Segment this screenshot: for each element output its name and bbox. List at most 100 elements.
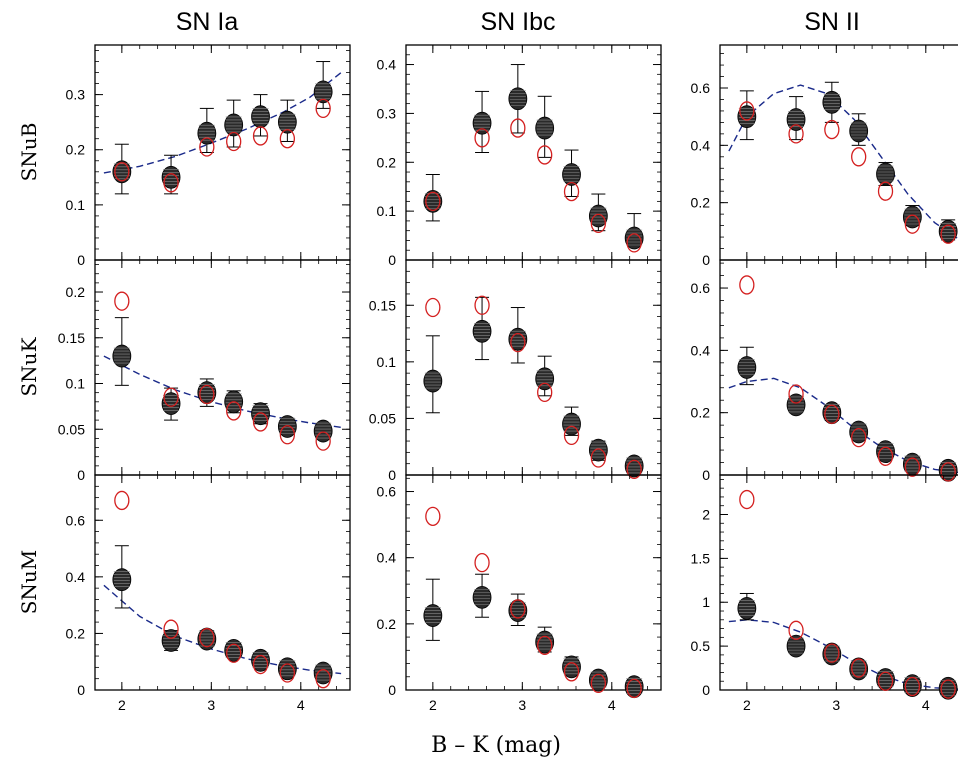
data-point: [535, 116, 555, 140]
y-tick-label: 0.1: [377, 354, 397, 370]
model-circle: [563, 662, 580, 682]
x-tick-label: 4: [608, 697, 616, 713]
model-circle: [114, 291, 130, 311]
model-circle: [226, 643, 242, 663]
model-circle: [510, 118, 526, 138]
data-point: [472, 585, 492, 609]
data-point: [562, 163, 581, 186]
panel-frame: [405, 474, 662, 691]
model-circle: [590, 448, 607, 468]
model-circle: [940, 462, 956, 482]
model-circle: [510, 332, 526, 353]
y-tick-label: 0: [77, 682, 85, 698]
model-circle: [851, 147, 867, 167]
y-tick-label: 0.4: [691, 137, 711, 153]
y-tick-label: 0.2: [377, 154, 397, 170]
data-point: [423, 369, 443, 393]
model-circle: [474, 553, 490, 573]
y-tick-label: 0: [77, 252, 85, 268]
model-circle: [315, 98, 331, 119]
data-point: [849, 420, 869, 444]
model-circle: [877, 671, 894, 691]
model-circle: [114, 162, 130, 182]
model-circle: [315, 669, 331, 689]
y-tick-label: 0.2: [66, 625, 86, 641]
y-tick-label: 1: [702, 594, 710, 610]
data-point: [112, 160, 132, 184]
model-circle: [904, 214, 921, 234]
model-circle: [474, 128, 490, 148]
model-circle: [824, 404, 840, 424]
x-tick-label: 2: [429, 697, 437, 713]
panel-frame: [719, 474, 958, 691]
data-point: [737, 596, 757, 620]
model-circle: [877, 181, 894, 201]
model-circle: [851, 658, 867, 678]
data-point: [313, 80, 333, 104]
y-tick-label: 0.4: [377, 550, 397, 566]
model-circle: [163, 619, 179, 639]
row-label-snub: SNuB: [17, 123, 41, 182]
model-circle: [425, 506, 441, 526]
model-circle: [824, 643, 840, 663]
model-circle: [279, 663, 296, 683]
y-tick-label: 0.1: [66, 197, 86, 213]
model-circle: [788, 124, 804, 144]
y-tick-label: 0.6: [377, 484, 397, 500]
panel-snub-sn-ia: 0 0.1 0.2 0.3: [66, 44, 351, 268]
model-circle: [590, 213, 607, 234]
model-circle: [537, 382, 553, 403]
y-tick-label: 0.3: [66, 87, 86, 103]
row-label-snum: SNuM: [17, 550, 41, 615]
data-point: [588, 668, 608, 692]
model-circle: [563, 425, 580, 446]
data-point: [423, 189, 443, 213]
x-tick-label: 3: [207, 697, 215, 713]
panel-frame: [405, 259, 662, 476]
model-circle: [114, 490, 130, 511]
data-point: [938, 219, 958, 243]
model-circle: [626, 233, 642, 253]
data-point: [224, 638, 244, 662]
y-tick-label: 0: [702, 467, 710, 483]
model-circle: [788, 620, 804, 640]
y-tick-label: 1.5: [691, 550, 711, 566]
fit-curve: [728, 619, 958, 690]
y-tick-label: 2: [702, 506, 710, 522]
fit-curve: [103, 72, 342, 174]
data-point: [786, 634, 806, 658]
model-circle: [199, 137, 215, 157]
column-title-sn-ii: SN II: [804, 8, 860, 36]
column-title-sn-ia: SN Ia: [176, 8, 239, 36]
model-circle: [940, 679, 956, 699]
panel-snum-sn-ia: 2 3 4 0 0.2 0.4 0.6: [66, 474, 351, 713]
y-tick-label: 0.6: [691, 280, 711, 296]
model-circle: [563, 181, 580, 202]
fit-curve: [728, 84, 958, 240]
data-point: [112, 568, 132, 592]
y-tick-label: 0.4: [66, 569, 86, 585]
data-point: [737, 356, 757, 379]
y-tick-label: 0.2: [377, 616, 397, 632]
y-tick-label: 0.2: [691, 405, 711, 421]
x-axis-label: B – K (mag): [431, 733, 561, 758]
data-point: [224, 113, 244, 137]
y-tick-label: 0.05: [369, 410, 396, 426]
y-tick-label: 0: [77, 467, 85, 483]
y-tick-label: 0: [388, 467, 396, 483]
panel-frame: [405, 44, 662, 261]
model-circle: [824, 119, 840, 140]
model-circle: [252, 412, 269, 432]
panel-frame: [719, 44, 958, 261]
panel-frame: [94, 259, 351, 476]
y-tick-label: 0.4: [691, 342, 711, 358]
data-point: [313, 419, 333, 443]
data-point: [472, 111, 492, 135]
y-tick-label: 0: [388, 252, 396, 268]
model-circle: [877, 446, 894, 466]
panel-snum-sn-ii: 2 3 4 0 0.5 1 1.5 2: [691, 474, 958, 713]
model-circle: [279, 425, 296, 445]
model-circle: [537, 635, 553, 655]
data-point: [277, 110, 297, 134]
model-circle: [739, 275, 755, 295]
